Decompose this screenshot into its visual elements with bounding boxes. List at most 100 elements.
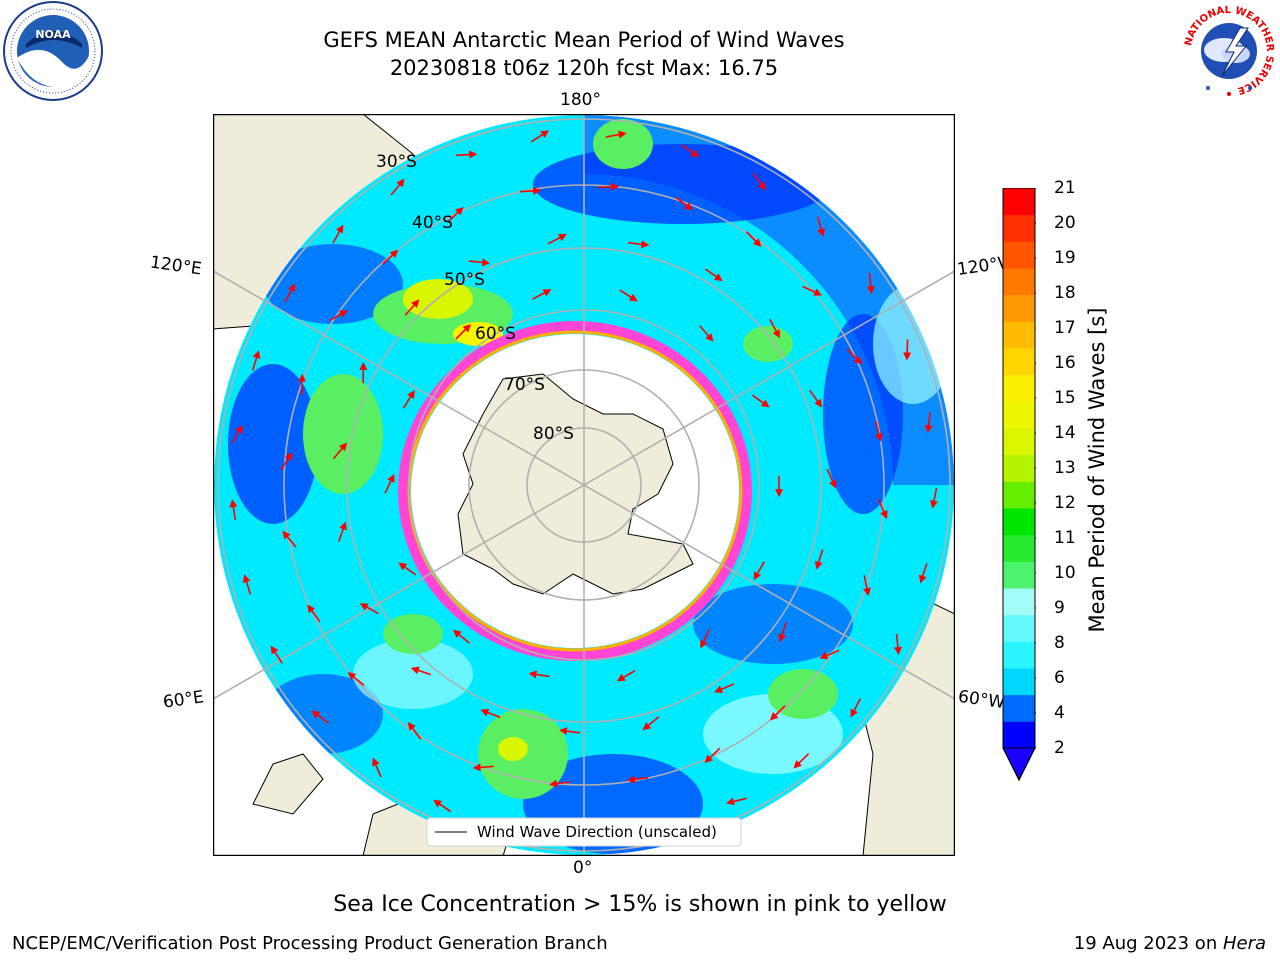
wind-wave-arrow <box>390 178 405 196</box>
lat-label-70: 70°S <box>504 375 545 395</box>
lon-label-bottom: 0° <box>573 858 593 878</box>
wind-wave-arrow <box>530 130 550 143</box>
wind-wave-arrow <box>850 698 861 718</box>
wind-wave-arrow <box>605 130 627 139</box>
wind-wave-arrow <box>753 561 765 581</box>
wind-wave-arrow <box>597 182 620 191</box>
wind-wave-arrow <box>628 240 650 249</box>
colorbar-label: Mean Period of Wind Waves [s] <box>1085 307 1109 633</box>
wind-wave-arrow <box>642 716 660 731</box>
colorbar-segment <box>1003 668 1035 696</box>
colorbar-tick: 13 <box>1054 458 1076 478</box>
sea-ice-caption: Sea Ice Concentration > 15% is shown in … <box>333 892 947 917</box>
wind-wave-arrow <box>627 775 649 784</box>
wind-wave-arrow <box>407 722 422 740</box>
colorbar-segment <box>1003 561 1035 589</box>
graticule <box>214 115 954 855</box>
wind-wave-arrow <box>700 628 711 649</box>
wind-wave-arrow <box>251 350 261 371</box>
colorbar-tick: 6 <box>1054 668 1065 688</box>
lat-label-40: 40°S <box>412 213 453 233</box>
wind-wave-arrow <box>778 621 788 643</box>
colorbar-tick: 20 <box>1054 213 1076 233</box>
wind-wave-arrow <box>814 549 824 570</box>
wind-wave-arrow <box>769 319 780 339</box>
map-legend: Wind Wave Direction (unscaled) <box>426 817 742 847</box>
wind-wave-arrow <box>532 289 552 300</box>
colorbar-segment <box>1003 508 1035 536</box>
colorbar-segment <box>1003 214 1035 242</box>
wind-wave-arrow <box>280 452 293 471</box>
wind-wave-arrow <box>270 645 283 664</box>
colorbar-segment <box>1003 294 1035 322</box>
colorbar-tick: 9 <box>1054 598 1065 618</box>
wind-wave-arrow <box>480 708 501 719</box>
colorbar-segment <box>1003 614 1035 642</box>
wind-wave-arrow <box>616 669 636 682</box>
colorbar-tick: 18 <box>1054 283 1076 303</box>
lon-label-lower-left: 60°E <box>161 687 206 713</box>
wind-wave-arrow <box>751 394 770 408</box>
wind-wave-arrow <box>468 258 491 267</box>
footer-date: 19 Aug 2023 on <box>1073 933 1223 954</box>
colorbar-tick: 17 <box>1054 318 1076 338</box>
footer-left: NCEP/EMC/Verification Post Processing Pr… <box>12 933 608 954</box>
colorbar-tick: 12 <box>1054 493 1076 513</box>
wind-wave-arrow <box>918 563 928 584</box>
wind-wave-arrow <box>284 283 296 303</box>
colorbar-segment <box>1003 481 1035 509</box>
wind-wave-arrow <box>311 710 329 724</box>
colorbar-segment <box>1003 694 1035 722</box>
lat-label-50: 50°S <box>444 270 485 290</box>
wind-wave-arrow <box>338 521 347 542</box>
colorbar-tick: 2 <box>1054 738 1065 758</box>
wind-wave-arrow <box>930 487 938 509</box>
wind-wave-arrow <box>793 753 810 769</box>
wind-wave-arrow <box>519 186 542 195</box>
wind-wave-arrow <box>410 666 432 676</box>
wind-wave-arrow <box>726 797 747 806</box>
wind-wave-arrow <box>455 323 472 340</box>
colorbar-tick: 16 <box>1054 353 1076 373</box>
map-panel: Wind Wave Direction (unscaled) <box>213 114 955 856</box>
wind-wave-arrow <box>816 216 826 237</box>
lat-label-30: 30°S <box>376 152 417 172</box>
colorbar-segment <box>1003 401 1035 429</box>
wind-wave-arrow <box>528 670 550 679</box>
colorbar-tick: 14 <box>1054 423 1076 443</box>
wind-wave-arrow <box>874 420 883 442</box>
wind-wave-arrow <box>229 499 238 521</box>
wind-wave-arrow <box>699 325 714 342</box>
wind-wave-arrow <box>404 299 420 316</box>
wind-wave-arrow <box>282 530 297 548</box>
wind-wave-arrow <box>745 231 762 247</box>
wind-wave-arrow <box>846 348 863 365</box>
wind-wave-arrow <box>328 310 348 322</box>
wind-wave-arrow <box>714 683 734 693</box>
wind-wave-arrow <box>866 272 875 295</box>
colorbar-segment <box>1003 428 1035 456</box>
colorbar-tick: 15 <box>1054 388 1076 408</box>
colorbar-tick: 8 <box>1054 633 1065 653</box>
wind-wave-arrow <box>903 339 912 361</box>
wind-wave-arrow <box>826 468 837 489</box>
wind-wave-arrow <box>704 268 723 282</box>
wind-wave-arrow <box>433 799 452 813</box>
wind-wave-arrow <box>332 442 348 460</box>
wind-wave-arrow <box>862 575 871 597</box>
colorbar-tick: 10 <box>1054 563 1076 583</box>
wind-wave-arrow <box>359 603 379 615</box>
lat-label-60: 60°S <box>475 324 516 344</box>
wind-wave-arrow <box>752 172 766 191</box>
colorbar-frame <box>1002 188 1036 782</box>
wind-wave-arrow <box>802 285 823 296</box>
colorbar-segment <box>1003 534 1035 562</box>
wind-wave-arrow <box>332 224 344 244</box>
wind-wave-arrow <box>452 629 470 644</box>
wind-wave-arrows <box>229 130 938 813</box>
lon-label-top: 180° <box>560 90 601 110</box>
colorbar-segment <box>1003 348 1035 376</box>
lon-label-upper-left: 120°E <box>148 252 203 280</box>
colorbar-segment <box>1003 268 1035 296</box>
colorbar-segment <box>1003 641 1035 669</box>
